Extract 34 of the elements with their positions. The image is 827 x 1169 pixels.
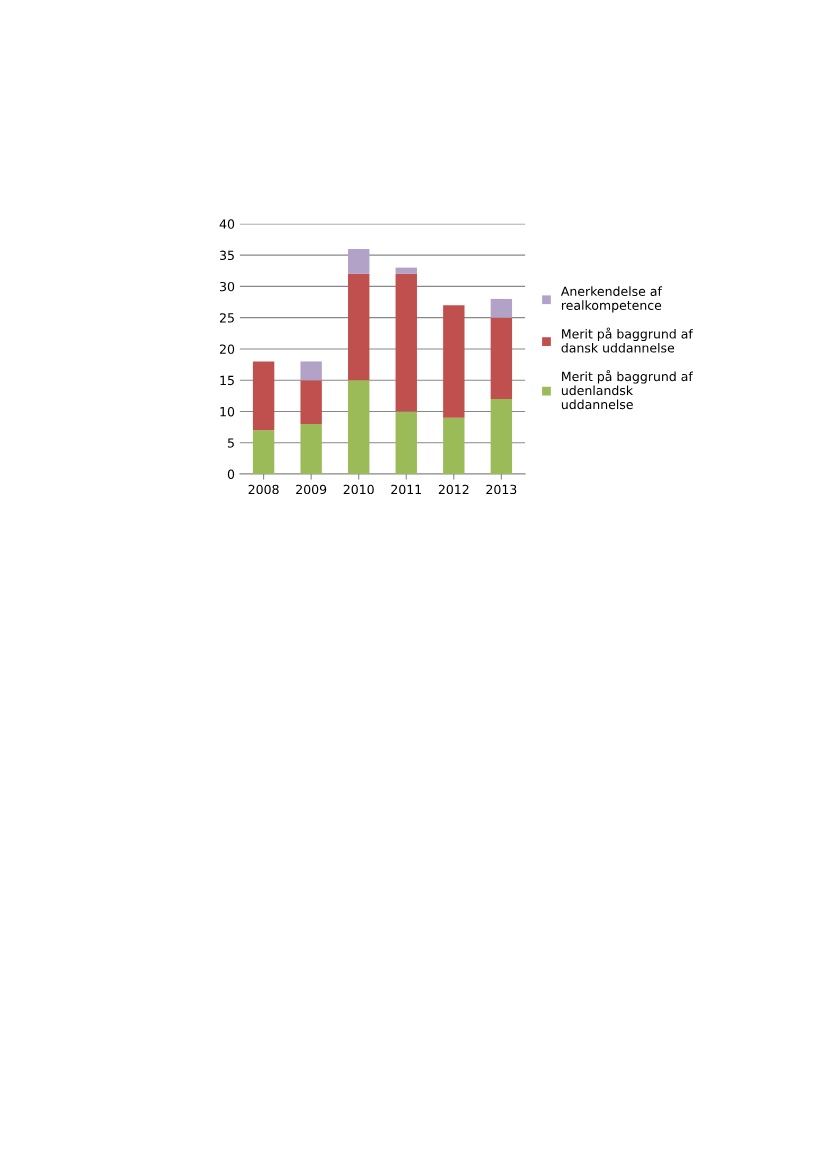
y-tick-label: 20 [219, 344, 235, 354]
x-tick-label: 2009 [296, 484, 327, 495]
bar [490, 398, 513, 475]
bar [395, 273, 417, 412]
legend-label: Anerkendelse af realkompetence [560, 286, 663, 313]
y-tick-label: 35 [220, 250, 234, 261]
y-tick-label: 10 [220, 406, 235, 417]
x-tick-label: 2013 [486, 484, 517, 495]
bar [252, 430, 275, 475]
bar [300, 361, 322, 381]
bar [443, 305, 465, 418]
bar [300, 380, 322, 424]
y-tick-label: 15 [220, 375, 234, 386]
x-tick-label: 2008 [248, 484, 279, 495]
bar [395, 267, 417, 274]
legend-label: Merit på baggrund af dansk uddannelse [561, 327, 694, 353]
bar [395, 411, 417, 475]
y-tick-label: 30 [220, 281, 235, 292]
x-tick-label: 2010 [343, 484, 374, 495]
bar [300, 424, 322, 475]
y-tick-label: 25 [219, 313, 234, 323]
bar [252, 361, 275, 431]
y-tick-label: 5 [227, 438, 234, 448]
bar [348, 248, 370, 274]
x-tick-label: 2011 [391, 484, 422, 495]
y-tick-label: 0 [227, 469, 235, 479]
bar [443, 417, 465, 475]
bar [348, 380, 370, 475]
x-tick-label: 2012 [438, 484, 469, 495]
bar [490, 317, 513, 399]
bar [490, 298, 513, 318]
y-tick-label: 40 [219, 219, 235, 229]
legend-label: Merit på baggrund af udenlandsk uddannelse [561, 370, 694, 410]
bar [348, 273, 370, 381]
